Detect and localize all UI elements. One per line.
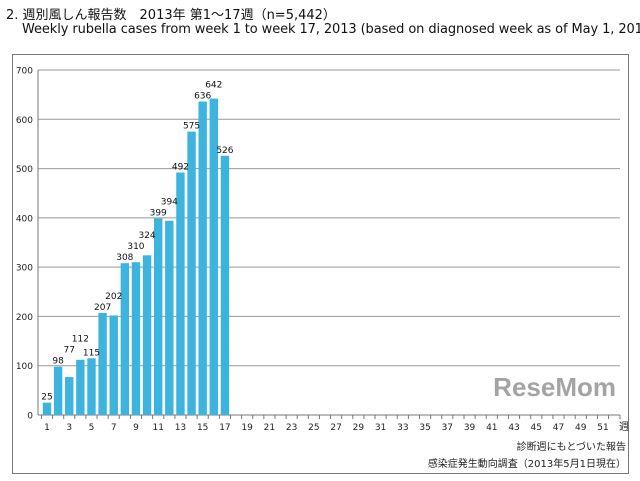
x-tick-label: 1 [44, 423, 50, 433]
x-tick-label: 33 [397, 423, 408, 433]
x-tick-label: 39 [464, 423, 476, 433]
x-tick-label: 3 [66, 423, 72, 433]
x-tick-label: 37 [442, 423, 453, 433]
bar [98, 312, 107, 415]
bar [42, 402, 52, 415]
y-tick-label: 200 [16, 313, 33, 323]
y-tick-label: 700 [16, 67, 33, 77]
data-label: 642 [205, 81, 222, 91]
bar [65, 377, 74, 415]
x-tick-label: 21 [264, 423, 275, 433]
data-label: 399 [150, 208, 167, 218]
data-label: 526 [216, 146, 233, 156]
x-tick-label: 41 [486, 423, 497, 433]
x-tick-label: 9 [133, 423, 139, 433]
chart-title: 2. 週別風しん報告数 2013年 第1～17週（n=5,442） [6, 8, 336, 23]
chart-frame [12, 54, 629, 474]
x-tick-label: 23 [286, 423, 297, 433]
data-label: 98 [52, 357, 64, 367]
bar [109, 315, 118, 415]
x-tick-label: 31 [375, 423, 386, 433]
x-tick-label: 35 [419, 423, 430, 433]
data-label: 310 [127, 242, 144, 252]
x-axis-label: 週 [619, 421, 629, 433]
bar [53, 366, 63, 415]
bar [198, 101, 207, 416]
bar [142, 255, 152, 415]
bar [76, 359, 85, 415]
x-tick-label: 47 [553, 423, 564, 433]
chart-subtitle: Weekly rubella cases from week 1 to week… [22, 22, 640, 37]
bar [165, 220, 174, 415]
data-label: 77 [64, 346, 75, 356]
data-label: 115 [83, 348, 100, 358]
bar [120, 263, 130, 415]
x-tick-label: 49 [575, 423, 587, 433]
y-tick-label: 300 [16, 264, 33, 274]
data-label: 207 [94, 303, 111, 313]
data-label: 394 [161, 197, 178, 207]
footnote-1: 診断週にもとづいた報告 [516, 442, 626, 453]
x-tick-label: 15 [197, 423, 208, 433]
y-tick-label: 0 [27, 412, 33, 422]
x-tick-label: 7 [111, 423, 117, 433]
x-tick-label: 5 [89, 423, 95, 433]
x-tick-label: 11 [152, 423, 163, 433]
x-tick-label: 27 [330, 423, 341, 433]
data-label: 308 [116, 253, 133, 263]
bar [154, 218, 163, 415]
x-tick-label: 51 [597, 423, 608, 433]
data-label: 324 [138, 231, 155, 241]
data-label: 575 [183, 122, 200, 132]
bar [176, 172, 185, 415]
y-tick-label: 400 [16, 214, 33, 224]
x-tick-label: 17 [219, 423, 230, 433]
bar [209, 98, 218, 415]
y-tick-label: 100 [16, 362, 33, 372]
y-tick-label: 500 [16, 165, 33, 175]
x-tick-label: 29 [353, 423, 365, 433]
bar [187, 131, 196, 415]
y-tick-label: 600 [16, 116, 33, 126]
data-label: 202 [105, 292, 122, 302]
footnote-2: 感染症発生動向調査（2013年5月1日現在） [427, 459, 626, 470]
data-label: 636 [194, 92, 211, 102]
bar [220, 155, 230, 415]
x-tick-label: 19 [241, 423, 253, 433]
bar [131, 262, 141, 415]
data-label: 112 [72, 335, 89, 345]
data-label: 492 [172, 163, 189, 173]
x-tick-label: 45 [531, 423, 542, 433]
data-label: 25 [41, 393, 52, 403]
watermark-logo: ReseMom [493, 372, 616, 402]
x-tick-label: 25 [308, 423, 319, 433]
x-tick-label: 13 [175, 423, 186, 433]
x-tick-label: 43 [508, 423, 519, 433]
bar [87, 358, 96, 415]
